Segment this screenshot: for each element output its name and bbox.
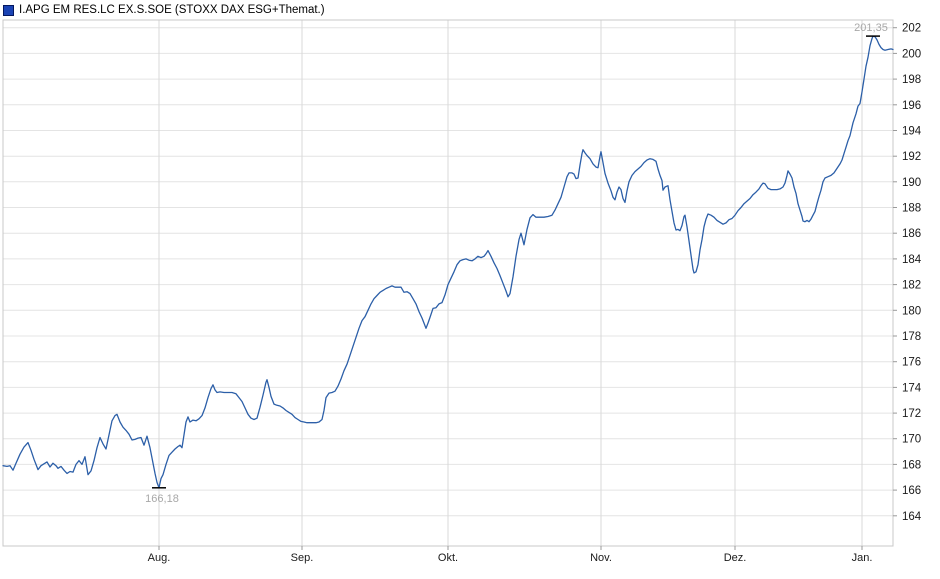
y-axis-label: 202: [902, 23, 921, 35]
x-axis-labels: Aug. Sep. Okt. Nov. Dez. Jan.: [148, 552, 873, 564]
annotation-high: 201,35: [854, 22, 888, 37]
y-axis-label: 188: [902, 203, 921, 215]
y-axis-label: 176: [902, 357, 921, 369]
y-axis-label: 200: [902, 48, 921, 60]
chart-header: I.APG EM RES.LC EX.S.SOE (STOXX DAX ESG+…: [3, 2, 325, 18]
series-legend-swatch: [3, 4, 14, 16]
x-axis-label: Sep.: [291, 552, 314, 564]
axis-ticks: [158, 27, 897, 550]
x-axis-label: Dez.: [724, 552, 747, 564]
y-axis-label: 178: [902, 331, 921, 343]
annotation-low: 166,18: [145, 487, 179, 505]
y-axis-label: 186: [902, 228, 921, 240]
low-value-label: 166,18: [145, 493, 179, 505]
x-axis-label: Nov.: [590, 552, 612, 564]
high-value-label: 201,35: [854, 22, 888, 34]
y-axis-label: 198: [902, 74, 921, 86]
y-axis-label: 196: [902, 100, 921, 112]
y-axis-label: 168: [902, 459, 921, 471]
y-axis-label: 166: [902, 485, 921, 497]
y-axis-label: 180: [902, 305, 921, 317]
chart-title: I.APG EM RES.LC EX.S.SOE (STOXX DAX ESG+…: [19, 4, 325, 16]
y-axis-label: 182: [902, 280, 921, 292]
y-axis-label: 164: [902, 511, 922, 523]
y-axis-label: 190: [902, 177, 921, 189]
y-axis-label: 194: [902, 126, 922, 138]
y-axis-label: 170: [902, 434, 921, 446]
price-line: [2, 35, 894, 489]
vertical-gridlines: [158, 20, 863, 546]
x-axis-label: Aug.: [148, 552, 171, 564]
y-axis-label: 174: [902, 382, 922, 394]
y-axis-label: 172: [902, 408, 921, 420]
y-axis-labels: 202 200 198 196 194 192 190 188 186 184 182 180 178 1…: [902, 23, 922, 523]
x-axis-label: Okt.: [438, 552, 458, 564]
y-axis-label: 184: [902, 254, 922, 266]
x-axis-label: Jan.: [852, 552, 873, 564]
y-axis-label: 192: [902, 151, 921, 163]
